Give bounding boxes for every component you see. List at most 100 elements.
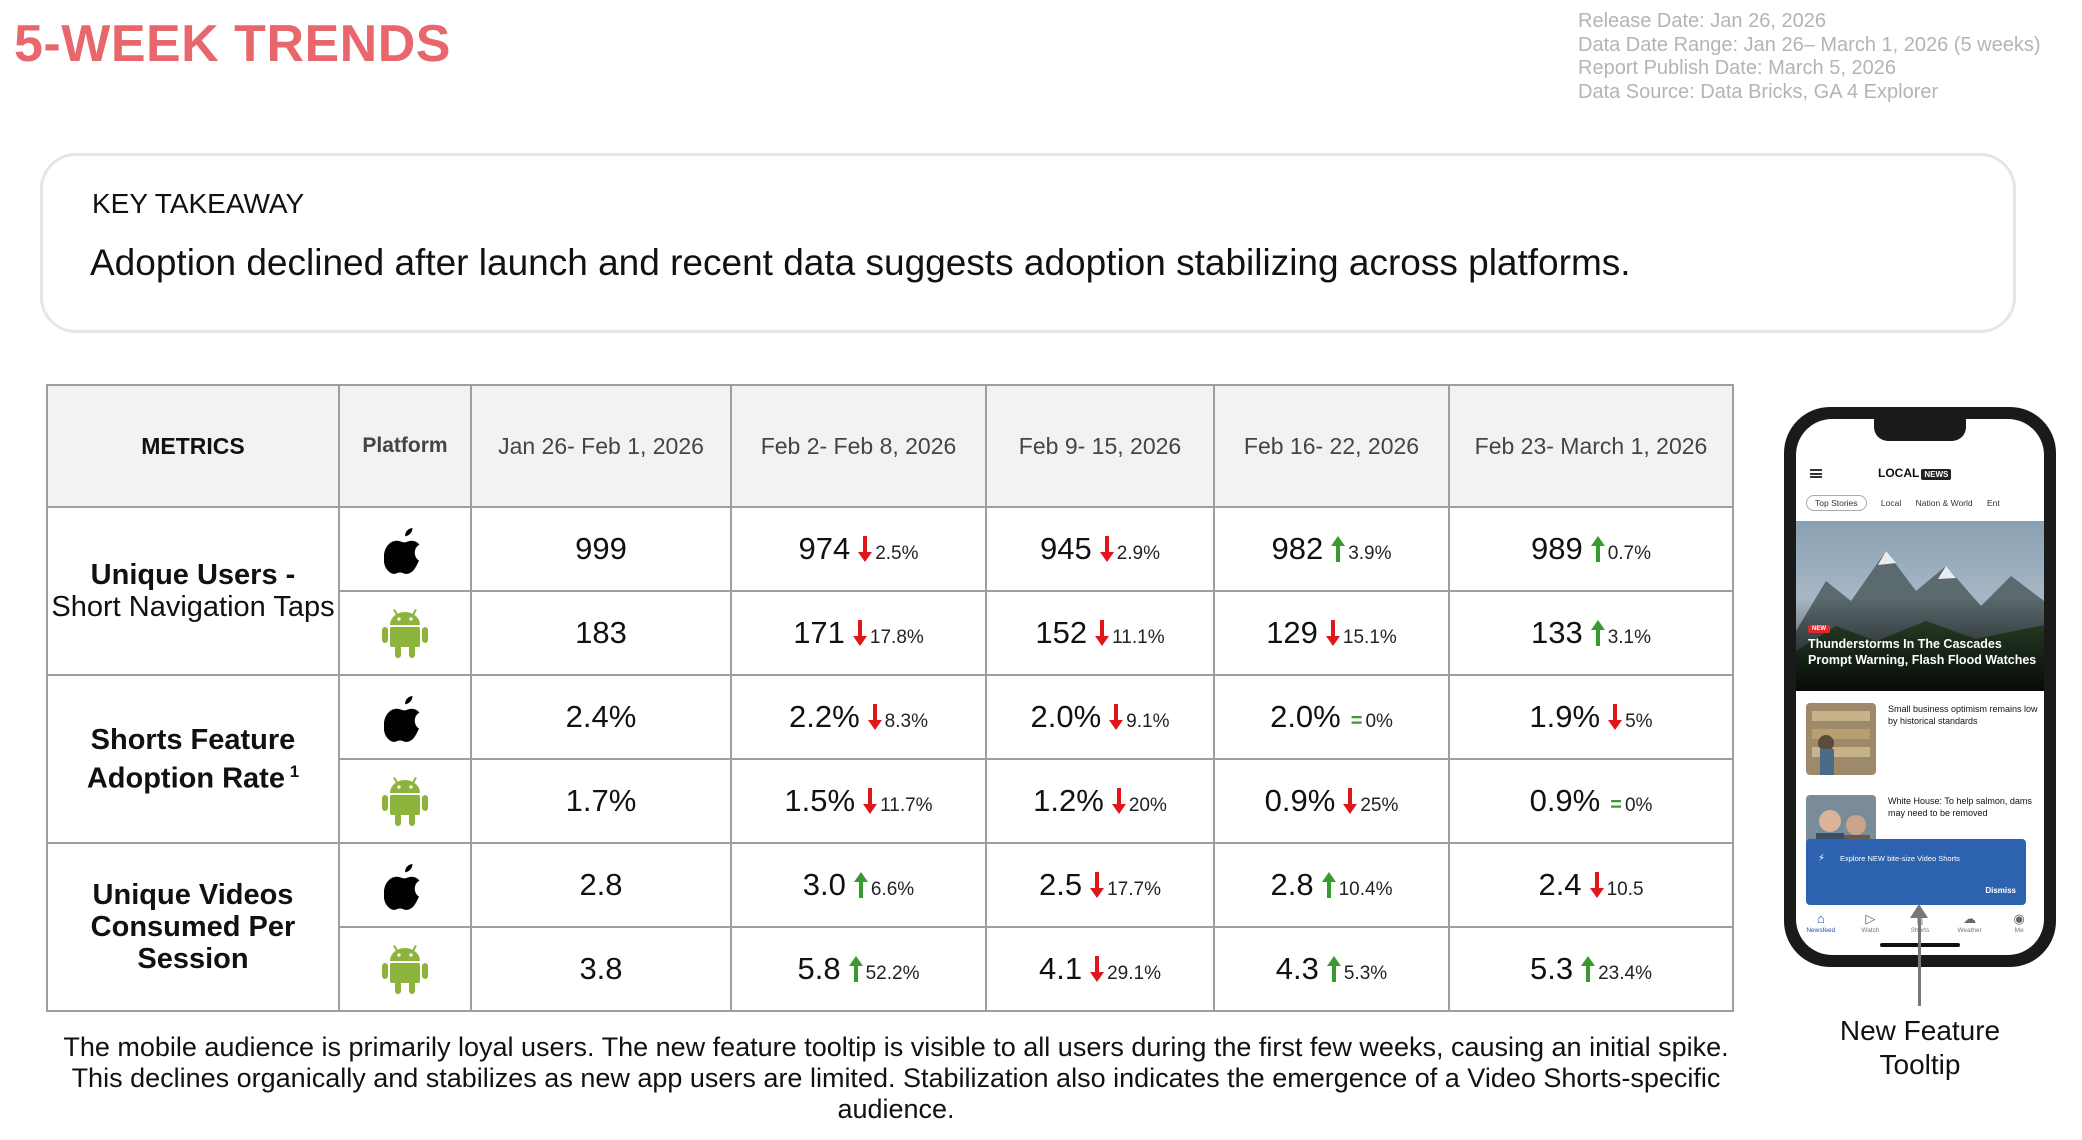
phone-notch bbox=[1874, 419, 1966, 441]
value-cell: 2.4% bbox=[470, 674, 732, 760]
page-title: 5-WEEK TRENDS bbox=[14, 15, 451, 73]
trends-table: METRICS Platform Jan 26- Feb 1, 2026 Feb… bbox=[46, 384, 1734, 1012]
down-arrow-icon bbox=[1095, 620, 1110, 646]
home-icon: ⌂ bbox=[1816, 911, 1825, 926]
apple-icon bbox=[384, 696, 420, 742]
platform-cell bbox=[338, 842, 472, 928]
hero-mountain-image[interactable] bbox=[1796, 521, 2044, 691]
menu-icon[interactable] bbox=[1810, 469, 1822, 478]
value-cell: 0.9% 25% bbox=[1213, 758, 1450, 844]
value-cell: 171 17.8% bbox=[730, 590, 987, 676]
tab-nation-world[interactable]: Nation & World bbox=[1915, 498, 1973, 508]
metric-value: 171 bbox=[793, 615, 845, 650]
app-logo: LOCAL NEWS bbox=[1878, 466, 1952, 480]
logo-news: NEWS bbox=[1921, 469, 1952, 480]
value-cell: 974 2.5% bbox=[730, 506, 987, 592]
platform-cell bbox=[338, 590, 472, 676]
nav-watch[interactable]: ▷ Watch bbox=[1848, 911, 1892, 951]
nav-newsfeed[interactable]: ⌂ Newsfeed bbox=[1799, 911, 1843, 951]
platform-cell bbox=[338, 674, 472, 760]
tab-top-stories[interactable]: Top Stories bbox=[1806, 495, 1867, 511]
nav-label-me: Me bbox=[2014, 927, 2024, 934]
dismiss-button[interactable]: Dismiss bbox=[1985, 886, 2016, 895]
pointer-arrow-head bbox=[1910, 904, 1928, 918]
feature-tooltip[interactable]: ⚡ Explore NEW bite-size Video Shorts Dis… bbox=[1806, 839, 2026, 905]
header-week-3: Feb 9- 15, 2026 bbox=[985, 384, 1215, 508]
down-arrow-icon bbox=[867, 704, 882, 730]
metric-label-cell: Shorts Feature Adoption Rate 1 bbox=[46, 674, 340, 844]
metric-value: 2.8 bbox=[1270, 867, 1314, 902]
down-arrow-icon bbox=[1109, 704, 1124, 730]
platform-cell bbox=[338, 758, 472, 844]
metric-value: 1.5% bbox=[784, 783, 856, 818]
metric-value: 0.9% bbox=[1529, 783, 1601, 818]
metric-value: 4.3 bbox=[1275, 951, 1319, 986]
data-date-range: Data Date Range: Jan 26– March 1, 2026 (… bbox=[1578, 33, 2041, 56]
nav-label-newsfeed: Newsfeed bbox=[1806, 927, 1836, 934]
play-icon: ▷ bbox=[1865, 911, 1876, 926]
metric-value: 5.3 bbox=[1530, 951, 1574, 986]
percent-change: 15.1% bbox=[1342, 627, 1397, 648]
value-cell: 982 3.9% bbox=[1213, 506, 1450, 592]
metric-value: 989 bbox=[1530, 531, 1583, 566]
up-arrow-icon bbox=[1590, 536, 1605, 562]
metric-value: 2.4% bbox=[565, 699, 637, 734]
hero-headline[interactable]: Thunderstorms In The Cascades Prompt War… bbox=[1808, 637, 2037, 667]
percent-change: 17.7% bbox=[1107, 879, 1161, 900]
metric-value: 4.1 bbox=[1039, 951, 1083, 986]
value-cell: 2.4 10.5 bbox=[1448, 842, 1734, 928]
metric-value: 3.0 bbox=[802, 867, 846, 902]
table-row: 3.8 5.8 52.2% 4.1 29.1% 4.3 5.3% 5.3 23.4% bbox=[47, 926, 1734, 1012]
section-tabs: Top Stories Local Nation & World Ent bbox=[1806, 495, 2012, 511]
up-arrow-icon bbox=[848, 956, 863, 982]
metric-value: 3.8 bbox=[579, 951, 623, 986]
metric-value: 2.2% bbox=[789, 699, 860, 734]
percent-change: 29.1% bbox=[1107, 963, 1161, 984]
value-cell: 1.5% 11.7% bbox=[730, 758, 987, 844]
phone-caption: New Feature Tooltip bbox=[1839, 1015, 2001, 1080]
metric-value: 999 bbox=[575, 531, 627, 566]
header-platform: Platform bbox=[338, 384, 472, 508]
platform-cell bbox=[338, 926, 472, 1012]
up-arrow-icon bbox=[1326, 956, 1341, 982]
down-arrow-icon bbox=[1099, 536, 1114, 562]
metric-value: 1.9% bbox=[1529, 699, 1601, 734]
story-thumbnail-1 bbox=[1806, 703, 1876, 775]
tab-entertainment[interactable]: Ent bbox=[1987, 498, 2000, 508]
header-week-2: Feb 2- Feb 8, 2026 bbox=[730, 384, 987, 508]
tab-local[interactable]: Local bbox=[1880, 498, 1902, 508]
android-icon bbox=[382, 945, 428, 994]
metric-name: Unique Users - bbox=[90, 559, 296, 591]
up-arrow-icon bbox=[1321, 872, 1336, 898]
percent-change: 3.9% bbox=[1348, 543, 1392, 564]
metric-value: 2.0% bbox=[1030, 699, 1102, 734]
value-cell: 5.3 23.4% bbox=[1448, 926, 1734, 1012]
percent-change: 11.1% bbox=[1112, 627, 1165, 648]
pointer-arrow-line bbox=[1918, 912, 1921, 1006]
value-cell: 183 bbox=[470, 590, 732, 676]
phone-mockup: LOCAL NEWS Top Stories Local Nation & Wor… bbox=[1784, 407, 2056, 967]
nav-me[interactable]: ◉ Me bbox=[1997, 911, 2041, 951]
value-cell: 2.0% 9.1% bbox=[985, 674, 1215, 760]
value-cell: 133 3.1% bbox=[1448, 590, 1734, 676]
key-takeaway-text: Adoption declined after launch and recen… bbox=[90, 242, 1631, 283]
story-text-1: Small business optimism remains low by h… bbox=[1888, 704, 2038, 726]
apple-icon bbox=[384, 864, 420, 910]
value-cell: 4.3 5.3% bbox=[1213, 926, 1450, 1012]
value-cell: 2.8 bbox=[470, 842, 732, 928]
percent-change: 25% bbox=[1360, 795, 1399, 816]
nav-weather[interactable]: ☁ Weather bbox=[1948, 911, 1992, 951]
metric-value: 152 bbox=[1035, 615, 1088, 650]
down-arrow-icon bbox=[1090, 872, 1105, 898]
percent-change: 2.5% bbox=[875, 543, 919, 564]
value-cell: 4.1 29.1% bbox=[985, 926, 1215, 1012]
logo-local: LOCAL bbox=[1878, 466, 1920, 480]
table-row: 1.7% 1.5% 11.7% 1.2% 20% 0.9% 25% 0.9% = 0% bbox=[47, 758, 1734, 844]
value-cell: 1.7% bbox=[470, 758, 732, 844]
story-item-1[interactable]: Small business optimism remains low by h… bbox=[1806, 703, 2038, 783]
report-publish-date: Report Publish Date: March 5, 2026 bbox=[1578, 57, 1896, 79]
metric-value: 974 bbox=[798, 531, 851, 566]
down-arrow-icon bbox=[858, 536, 873, 562]
value-cell: 945 2.9% bbox=[985, 506, 1215, 592]
percent-change: 3.1% bbox=[1607, 627, 1652, 648]
